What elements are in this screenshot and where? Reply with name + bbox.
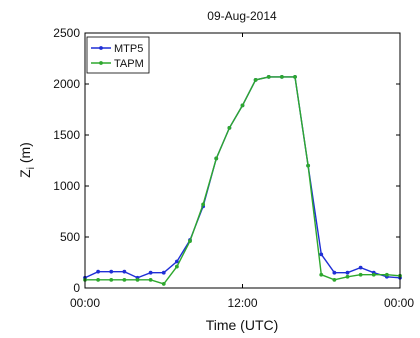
data-point-tapm	[188, 239, 192, 243]
data-point-tapm	[371, 272, 376, 277]
x-tick-label: 00:00	[384, 296, 414, 310]
data-point-mtp5	[358, 265, 363, 270]
data-point-tapm	[332, 277, 337, 282]
y-tick-label: 1000	[53, 179, 80, 193]
data-point-tapm	[279, 74, 284, 79]
data-point-mtp5	[332, 270, 337, 275]
data-point-tapm	[253, 78, 258, 82]
legend-marker-tapm	[99, 61, 103, 65]
data-point-tapm	[384, 272, 389, 277]
chart-title: 09-Aug-2014	[207, 9, 277, 23]
data-point-tapm	[174, 264, 179, 269]
data-point-tapm	[96, 277, 101, 282]
y-tick-label: 2500	[53, 26, 80, 40]
y-axis-label-unit: (m)	[17, 142, 33, 167]
data-point-mtp5	[96, 269, 101, 274]
data-point-tapm	[240, 103, 245, 108]
y-tick-label: 2000	[53, 77, 80, 91]
data-point-mtp5	[174, 259, 179, 264]
data-point-tapm	[148, 277, 153, 282]
data-point-tapm	[109, 277, 114, 282]
series-line-tapm	[85, 76, 401, 285]
x-tick-label: 12:00	[227, 296, 257, 310]
data-point-tapm	[345, 274, 350, 279]
data-point-tapm	[319, 272, 324, 277]
x-tick-label: 00:00	[70, 296, 100, 310]
y-tick-label: 1500	[53, 128, 80, 142]
x-axis-label: Time (UTC)	[206, 317, 279, 333]
y-axis-label-base: Z	[17, 169, 33, 178]
data-point-tapm	[135, 277, 140, 282]
data-point-tapm	[214, 156, 219, 161]
data-point-tapm	[266, 74, 271, 79]
data-point-tapm	[306, 163, 311, 168]
data-point-mtp5	[109, 269, 114, 274]
plot-content	[83, 74, 402, 286]
data-point-mtp5	[319, 252, 324, 257]
legend-label-mtp5: MTP5	[114, 43, 143, 55]
data-point-tapm	[293, 74, 297, 79]
y-tick-label: 0	[73, 281, 80, 295]
legend-label-tapm: TAPM	[114, 58, 144, 70]
data-point-tapm	[201, 202, 206, 207]
axis-ticks: 0 500 1000 1500 2000 2500 00:00 12:00 00:00	[53, 26, 414, 310]
legend: MTP5 TAPM	[86, 36, 150, 74]
y-axis-label: Zi (m)	[17, 142, 37, 178]
data-point-mtp5	[148, 270, 153, 275]
data-point-mtp5	[122, 269, 127, 274]
data-point-mtp5	[345, 270, 350, 275]
y-tick-label: 500	[60, 230, 80, 244]
data-point-mtp5	[161, 270, 166, 275]
legend-box	[86, 36, 150, 74]
data-point-tapm	[161, 282, 166, 286]
legend-marker-mtp5	[99, 46, 103, 50]
data-point-tapm	[227, 125, 232, 130]
y-axis-label-sub: i	[26, 167, 37, 169]
data-point-tapm	[122, 277, 127, 282]
data-point-tapm	[358, 272, 363, 277]
